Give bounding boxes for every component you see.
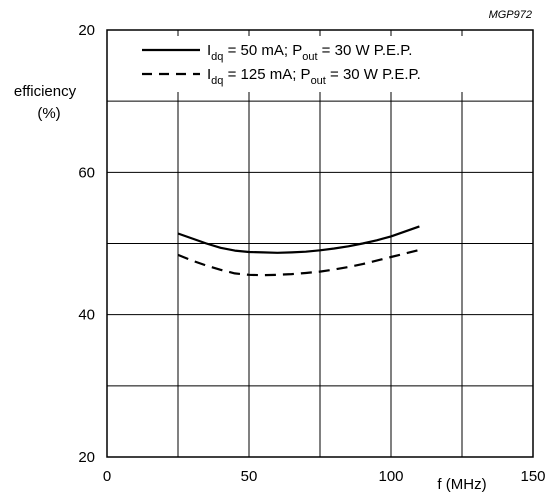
grid-lines [107,30,533,457]
y-tick-label: 40 [78,307,95,324]
x-tick-label: 150 [520,468,545,485]
tick-labels: 0 50 100 150 20 40 60 [78,164,545,485]
y-axis-unit: (%) [37,105,60,122]
plot-frame [106,29,534,458]
y-tick-label: 60 [78,164,95,181]
legend-entry-1: Idq = 50 mA; Pout = 30 W P.E.P. [207,42,412,63]
figure-id: MGP972 [489,9,532,21]
legend-box [128,36,516,92]
x-tick-label: 50 [241,468,258,485]
x-tick-label: 100 [378,468,403,485]
legend: Idq = 50 mA; Pout = 30 W P.E.P. Idq = 125… [142,42,421,87]
y-top-tick-label: 20 [78,22,95,39]
y-tick-label: 20 [78,449,95,466]
y-axis-label: efficiency [14,83,77,100]
series-line-1 [177,225,420,254]
series-line-2 [177,248,420,277]
legend-entry-2: Idq = 125 mA; Pout = 30 W P.E.P. [207,66,421,87]
x-tick-label: 0 [103,468,111,485]
series-lines [177,225,420,277]
x-axis-label: f (MHz) [437,476,486,493]
